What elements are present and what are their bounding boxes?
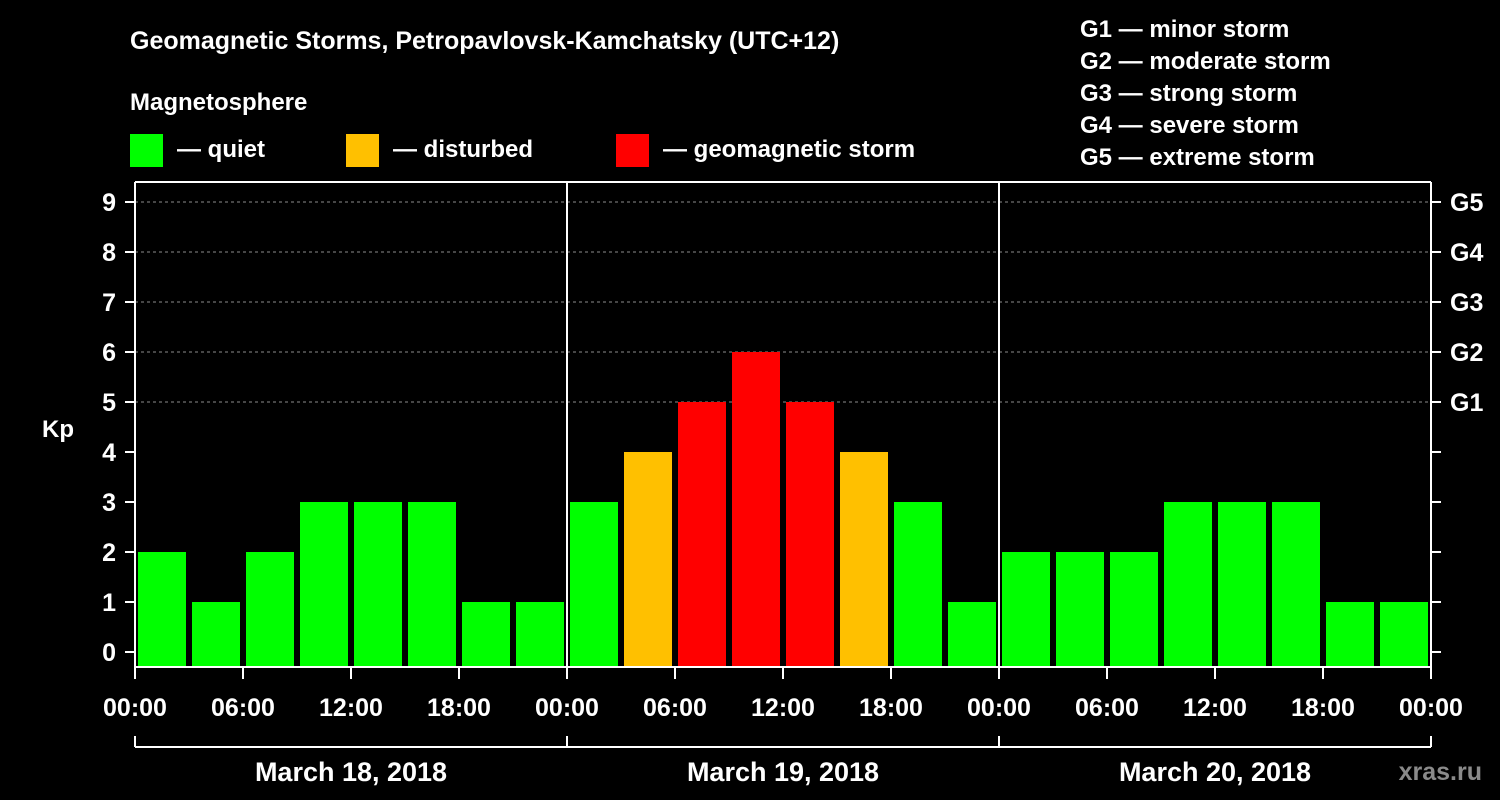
kp-bar [1326,602,1374,667]
x-tick-label: 06:00 [211,694,275,722]
g-scale-label: G4 [1450,239,1483,267]
kp-bar [408,502,456,667]
x-tick-label: 12:00 [319,694,383,722]
y-tick-label: 2 [102,539,116,567]
g-scale-ticks: G1 G2 G3 G4 G5 [1431,189,1483,653]
y-tick-label: 8 [102,239,116,267]
legend: — quiet — disturbed — geomagnetic storm [130,134,915,167]
y-tick-label: 3 [102,489,116,517]
x-tick-label: 12:00 [751,694,815,722]
kp-bar [1272,502,1320,667]
y-tick-label: 9 [102,189,116,217]
date-label: March 20, 2018 [1119,757,1311,787]
x-tick-label: 00:00 [967,694,1031,722]
g-scale-label: G1 [1450,389,1483,417]
legend-label-quiet: — quiet [177,136,265,163]
date-label: March 18, 2018 [255,757,447,787]
kp-bar [678,402,726,667]
y-tick-label: 5 [102,389,116,417]
g-scale-label: G3 [1450,289,1483,317]
y-axis-label: Kp [42,416,74,443]
kp-bar [462,602,510,667]
y-tick-label: 4 [102,439,116,467]
chart-title: Geomagnetic Storms, Petropavlovsk-Kamcha… [130,27,839,55]
kp-bar [516,602,564,667]
storm-level-g2: G2 — moderate storm [1080,48,1331,75]
x-axis-ticks: 00:00 06:00 12:00 18:00 00:00 06:00 12:00 18:00… [103,667,1463,722]
kp-bar [840,452,888,667]
date-label: March 19, 2018 [687,757,879,787]
kp-bar [570,502,618,667]
bars [138,352,1428,667]
chart-subtitle: Magnetosphere [130,89,307,116]
kp-bar [948,602,996,667]
kp-bar [138,552,186,667]
kp-bar [1380,602,1428,667]
legend-swatch-quiet [130,134,163,167]
storm-level-g4: G4 — severe storm [1080,112,1299,139]
x-tick-label: 00:00 [535,694,599,722]
x-tick-label: 06:00 [1075,694,1139,722]
x-tick-label: 18:00 [427,694,491,722]
grid-lines [135,201,1431,403]
kp-bar [192,602,240,667]
storm-level-g3: G3 — strong storm [1080,80,1297,107]
y-axis-ticks: 0 1 2 3 4 5 6 7 8 9 [102,189,135,667]
x-tick-label: 00:00 [1399,694,1463,722]
kp-bar [894,502,942,667]
legend-label-storm: — geomagnetic storm [663,136,915,163]
kp-bar [1110,552,1158,667]
legend-swatch-storm [616,134,649,167]
kp-bar [300,502,348,667]
kp-bar [1164,502,1212,667]
storm-level-g5: G5 — extreme storm [1080,144,1315,171]
kp-bar [1002,552,1050,667]
x-tick-label: 06:00 [643,694,707,722]
legend-swatch-disturbed [346,134,379,167]
kp-bar [732,352,780,667]
x-tick-label: 12:00 [1183,694,1247,722]
y-tick-label: 0 [102,639,116,667]
storm-level-legend: G1 — minor storm G2 — moderate storm G3 … [1080,16,1331,171]
y-tick-label: 1 [102,589,116,617]
kp-bar [1056,552,1104,667]
storm-level-g1: G1 — minor storm [1080,16,1289,43]
x-tick-label: 18:00 [1291,694,1355,722]
x-tick-label: 18:00 [859,694,923,722]
g-scale-label: G5 [1450,189,1483,217]
kp-bar [246,552,294,667]
kp-bar [1218,502,1266,667]
y-tick-label: 7 [102,289,116,317]
date-axis: March 18, 2018 March 19, 2018 March 20, 20… [134,736,1432,787]
y-tick-label: 6 [102,339,116,367]
kp-bar [354,502,402,667]
kp-bar [786,402,834,667]
x-tick-label: 00:00 [103,694,167,722]
g-scale-label: G2 [1450,339,1483,367]
credit-text: xras.ru [1399,758,1482,786]
legend-label-disturbed: — disturbed [393,136,533,163]
kp-bar [624,452,672,667]
